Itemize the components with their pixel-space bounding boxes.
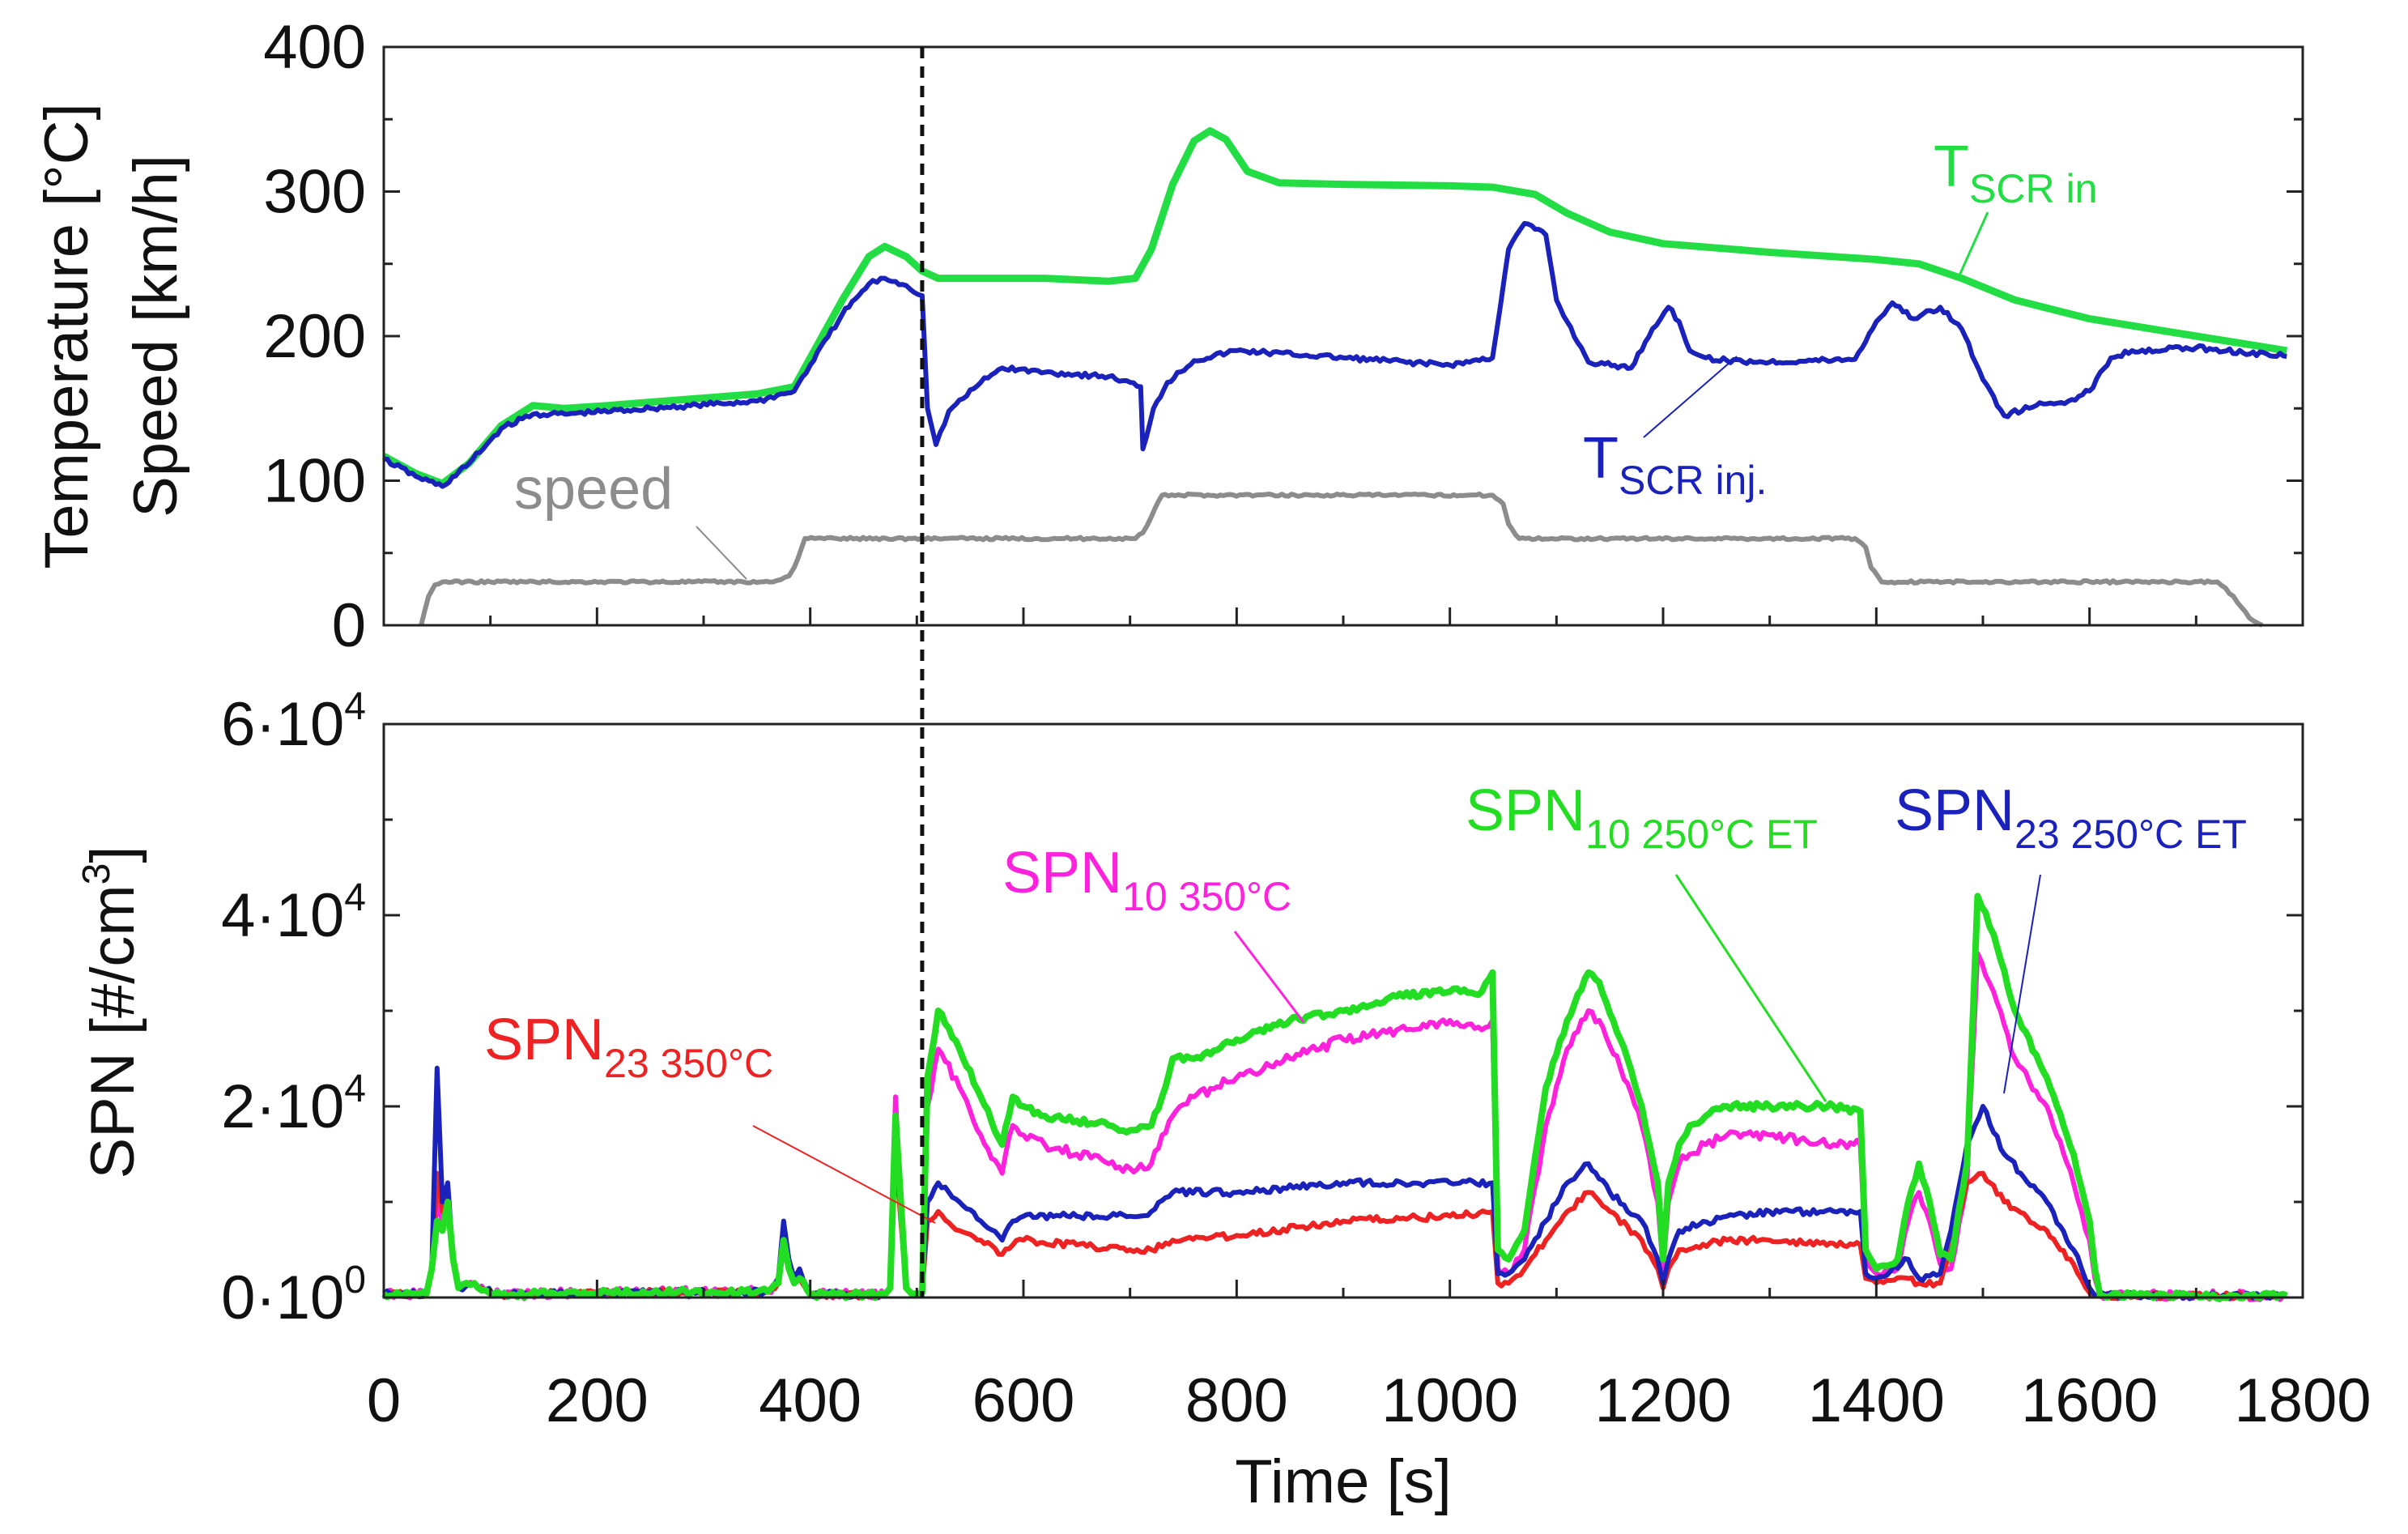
bottom-ylabel-end: ] [79,846,147,863]
x-tick-label: 1800 [2234,1366,2371,1435]
top-y-tick-label: 300 [263,158,366,227]
spn10-350-label: SPN10 350°C [1002,841,1291,919]
tscr-inj-leader [1643,356,1738,438]
series-line-spn23-350-c [382,1152,2287,1302]
x-tick-label: 1000 [1381,1366,1518,1435]
bottom-ylabel: SPN [#/cm3] [75,846,147,1178]
speed-label: speed [514,457,673,522]
top-x-ticks [382,607,2304,625]
spn23-350-label-main: SPN [484,1008,604,1072]
tscr-in-label: TSCR in [1934,134,2097,211]
spn23-350-label: SPN23 350°C [484,1008,773,1086]
spn23-250-label: SPN23 250°C ET [1895,778,2247,857]
series-line-spn10-350-c [382,951,2287,1302]
top-y-ticks: 0 100 200 300 400 [263,13,2303,660]
spn10-350-leader [1233,931,1305,1023]
top-plot-frame [382,45,2304,627]
bottom-ylabel-main: SPN [#/cm [79,884,147,1178]
top-ylabel-speed: Speed [km/h] [121,155,190,518]
top-y-tick-label: 100 [263,447,366,516]
spn10-250-label: SPN10 250°C ET [1466,778,1818,857]
x-tick-label: 400 [759,1366,862,1435]
tscr-inj-label-sub: SCR inj. [1619,458,1767,503]
spn23-250-label-main: SPN [1895,778,2014,843]
bottom-y-tick-label: 4·104 [221,876,366,950]
tscr-in-label-sub: SCR in [1969,166,2097,211]
bottom-y-tick-label: 2·104 [221,1067,366,1141]
x-tick-label: 1200 [1594,1366,1731,1435]
spn10-350-label-sub: 10 350°C [1122,874,1291,919]
series-line-t-scr-inj [383,220,2287,489]
top-panel: 0 100 200 300 400 Temperature [°C] Speed [km… [32,13,2304,660]
tscr-inj-label: TSCR inj. [1583,426,1767,503]
spn23-350-leader [752,1125,936,1224]
bottom-series-lines [381,893,2288,1302]
tscr-in-label-main: T [1934,134,1969,199]
x-tick-label: 200 [546,1366,649,1435]
spn10-250-label-sub: 10 250°C ET [1585,812,1818,857]
bottom-y-tick-label: 6·104 [221,685,366,759]
bottom-x-ticks: 0 200 400 600 800 1000 1200 1400 1600 1800 [367,1280,2372,1435]
top-y-tick-label: 200 [263,302,366,371]
spn23-250-leader [2003,874,2041,1094]
x-tick-label: 600 [972,1366,1075,1435]
tscr-inj-label-main: T [1583,426,1619,491]
bottom-y-ticks: 0·100 2·104 4·104 6·104 [221,685,2303,1332]
x-tick-label: 1600 [2021,1366,2158,1435]
x-tick-label: 0 [367,1366,401,1435]
top-ylabel-temperature: Temperature [°C] [32,103,101,569]
bottom-y-tick-label: 0·100 [221,1259,366,1332]
top-series-lines [381,127,2288,628]
spn23-250-label-sub: 23 250°C ET [2014,812,2247,857]
series-line-t-scr-in [381,127,2288,488]
series-line-spn23-250-c-et [382,1065,2287,1302]
series-line-speed [419,491,2264,628]
spn10-250-label-main: SPN [1466,778,1585,843]
bottom-panel: 0 200 400 600 800 1000 1200 1400 1600 1800 0·100 2… [75,685,2372,1516]
speed-leader [696,526,747,580]
x-tick-label: 800 [1185,1366,1288,1435]
spn10-250-leader [1674,874,1827,1102]
spn10-350-label-main: SPN [1002,841,1122,905]
x-axis-title: Time [s] [1235,1447,1451,1516]
series-line-spn10-250-c-et [381,893,2288,1302]
bottom-ylabel-sup: 3 [75,863,118,885]
x-tick-label: 1400 [1808,1366,1945,1435]
top-y-tick-label: 400 [263,13,366,82]
spn23-350-label-sub: 23 350°C [604,1041,773,1086]
top-y-tick-label: 0 [332,591,366,660]
tscr-in-leader [1958,211,1989,276]
